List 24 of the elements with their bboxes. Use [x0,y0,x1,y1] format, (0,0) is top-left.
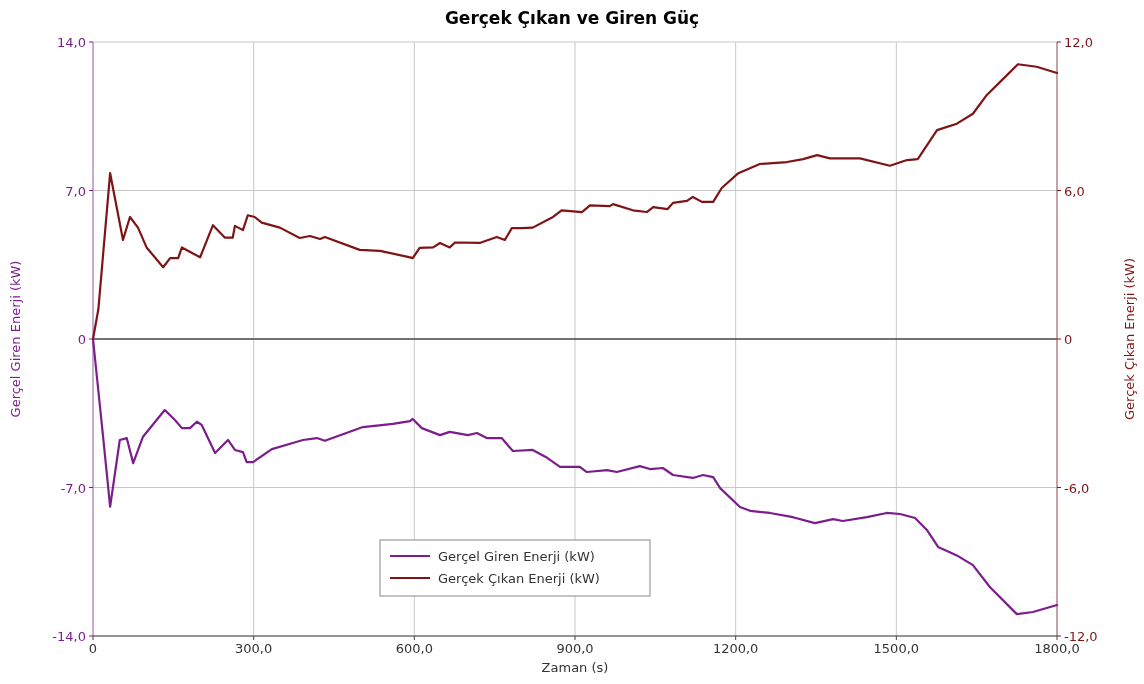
y2-tick-label: -12,0 [1064,629,1098,644]
x-tick-label: 900,0 [556,641,594,656]
legend-label: Gerçel Giren Enerji (kW) [438,549,595,564]
x-tick-label: 1800,0 [1034,641,1080,656]
line-series [91,63,1059,341]
legend-label: Gerçek Çıkan Enerji (kW) [438,571,600,586]
x-tick-label: 300,0 [235,641,273,656]
x-tick-label: 0 [88,641,98,656]
y2-tick-label: 0 [1064,332,1073,347]
y-tick-label: 0 [77,332,86,347]
x-tick-label: 1200,0 [712,641,759,656]
x-tick-label: 600,0 [395,641,433,656]
y-axis-title: Gerçel Giren Enerji (kW) [8,260,23,418]
x-axis-title: Zaman (s) [541,660,609,675]
y2-tick-label: 12,0 [1064,35,1093,50]
y2-axis-title: Gerçek Çıkan Enerji (kW) [1122,258,1137,420]
y-tick-label: -7,0 [60,480,86,496]
x-tick-label: 1500,0 [873,641,920,656]
y-tick-label: 7,0 [65,183,86,199]
y-tick-label: -14,0 [52,629,86,644]
chart-title: Gerçek Çıkan ve Giren Güç [444,8,700,28]
y2-tick-label: 6,0 [1064,183,1085,199]
y2-tick-label: -6,0 [1064,480,1090,496]
y-tick-label: 14,0 [57,35,86,50]
